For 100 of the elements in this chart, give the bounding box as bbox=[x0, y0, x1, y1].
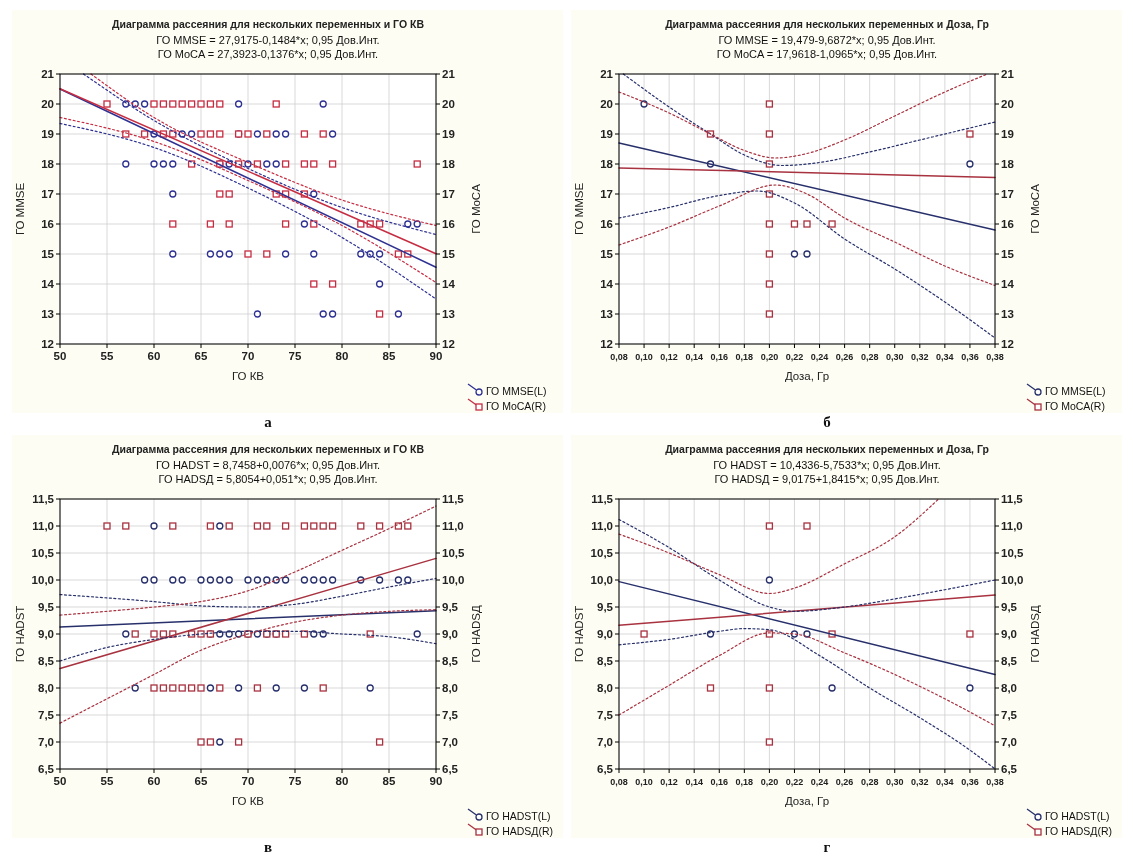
y2-tick-label: 11,0 bbox=[442, 520, 464, 532]
y2-tick-label: 10,5 bbox=[1001, 547, 1024, 559]
x-tick-label: 0,24 bbox=[810, 352, 829, 362]
line-series bbox=[59, 577, 437, 608]
x-tick-label: 0,30 bbox=[885, 352, 904, 362]
line-series bbox=[618, 498, 940, 595]
x-tick-label: 0,28 bbox=[860, 352, 879, 362]
y-tick-label: 10,0 bbox=[31, 574, 54, 586]
legend-label: ГО MMSE(L) bbox=[1045, 385, 1106, 397]
x-tick-label: 0,32 bbox=[911, 352, 929, 362]
chart-title: Диаграмма рассеяния для нескольких переменных и Доза, Гр bbox=[665, 18, 989, 30]
point bbox=[803, 220, 811, 228]
y-tick-label: 12 bbox=[600, 338, 613, 350]
point bbox=[281, 522, 290, 530]
y2-tick-label: 19 bbox=[442, 128, 455, 140]
legend-label: ГО MoCA(R) bbox=[1045, 400, 1105, 412]
y-tick-label: 20 bbox=[41, 98, 54, 110]
y2-tick-label: 9,5 bbox=[1001, 601, 1018, 613]
point bbox=[225, 220, 233, 228]
point bbox=[263, 522, 271, 530]
point bbox=[765, 310, 774, 318]
x-tick-label: 70 bbox=[241, 775, 255, 787]
line-series bbox=[618, 190, 996, 339]
y-tick-label: 14 bbox=[41, 278, 55, 290]
x-tick-label: 0,10 bbox=[635, 352, 653, 362]
x-tick-label: 0,08 bbox=[610, 777, 628, 787]
point bbox=[150, 576, 158, 584]
y-tick-label: 17 bbox=[41, 188, 54, 200]
y-axis-title: ГО MMSE bbox=[14, 182, 26, 236]
x-tick-label: 0,08 bbox=[610, 352, 628, 362]
y-tick-label: 15 bbox=[41, 248, 55, 260]
y2-tick-label: 21 bbox=[442, 68, 456, 80]
y2-tick-label: 14 bbox=[442, 278, 456, 290]
chart-subtitle: ГО MMSE = 19,479-9,6872*x; 0,95 Дов.Инт. ГО MoCA = 17,9618-1,0965*x; 0,95 Дов.Инт. bbox=[716, 34, 938, 60]
point bbox=[272, 684, 280, 692]
point bbox=[272, 130, 280, 138]
point bbox=[404, 576, 412, 584]
x-tick-label: 0,30 bbox=[885, 777, 904, 787]
point bbox=[169, 220, 177, 228]
x-tick-label: 0,12 bbox=[660, 352, 678, 362]
point bbox=[328, 310, 337, 318]
point bbox=[103, 100, 111, 108]
x-tick-label: 65 bbox=[194, 775, 208, 787]
point bbox=[234, 100, 243, 108]
point bbox=[169, 100, 177, 108]
legend-label: ГО HADSД(R) bbox=[486, 825, 554, 837]
line-series bbox=[618, 632, 996, 727]
point bbox=[300, 130, 309, 138]
x-tick-label: 0,16 bbox=[710, 352, 729, 362]
y-axis-title: ГО MMSE bbox=[573, 182, 585, 236]
x-axis-title: ГО КВ bbox=[231, 370, 265, 382]
point bbox=[150, 522, 158, 530]
y2-tick-label: 8,5 bbox=[442, 655, 459, 667]
x-tick-label: 50 bbox=[53, 775, 67, 787]
x-tick-label: 90 bbox=[429, 350, 443, 362]
y-tick-label: 20 bbox=[600, 98, 613, 110]
x-tick-label: 0,22 bbox=[785, 352, 804, 362]
point bbox=[234, 738, 243, 746]
y-tick-label: 10,0 bbox=[590, 574, 613, 586]
x-tick-label: 0,10 bbox=[635, 777, 653, 787]
point bbox=[206, 684, 215, 692]
point bbox=[140, 130, 149, 138]
y-tick-label: 18 bbox=[600, 158, 614, 170]
y-tick-label: 10,5 bbox=[590, 547, 614, 559]
point bbox=[281, 130, 290, 138]
y-tick-label: 11,0 bbox=[32, 520, 54, 532]
line-series bbox=[618, 518, 996, 612]
point bbox=[150, 630, 158, 638]
point bbox=[319, 100, 327, 108]
point bbox=[803, 250, 811, 258]
point bbox=[310, 576, 318, 584]
point bbox=[253, 630, 262, 638]
point bbox=[640, 630, 648, 638]
point bbox=[310, 522, 318, 530]
point bbox=[828, 684, 836, 692]
y2-tick-label: 15 bbox=[1001, 248, 1015, 260]
y-tick-label: 10,5 bbox=[31, 547, 55, 559]
point bbox=[803, 522, 811, 530]
y2-tick-label: 17 bbox=[1001, 188, 1014, 200]
y-axis-title: ГО HADST bbox=[573, 605, 585, 663]
point bbox=[357, 250, 365, 258]
x-tick-label: 0,16 bbox=[710, 777, 729, 787]
point bbox=[140, 100, 149, 108]
legend-label: ГО MoCA(R) bbox=[486, 400, 546, 412]
y-tick-label: 21 bbox=[41, 68, 55, 80]
y2-tick-label: 12 bbox=[442, 338, 455, 350]
line-series bbox=[618, 184, 996, 287]
y-tick-label: 8,0 bbox=[38, 682, 54, 694]
y-tick-label: 13 bbox=[600, 308, 613, 320]
y2-tick-label: 13 bbox=[1001, 308, 1014, 320]
y-tick-label: 11,5 bbox=[32, 493, 55, 505]
point bbox=[828, 220, 836, 228]
y-tick-label: 19 bbox=[41, 128, 54, 140]
y2-tick-label: 17 bbox=[442, 188, 455, 200]
point bbox=[244, 130, 252, 138]
x-tick-label: 85 bbox=[382, 350, 396, 362]
x-axis-title: Доза, Гр bbox=[784, 370, 830, 382]
point bbox=[319, 684, 327, 692]
point bbox=[300, 160, 309, 168]
x-tick-label: 0,32 bbox=[911, 777, 929, 787]
